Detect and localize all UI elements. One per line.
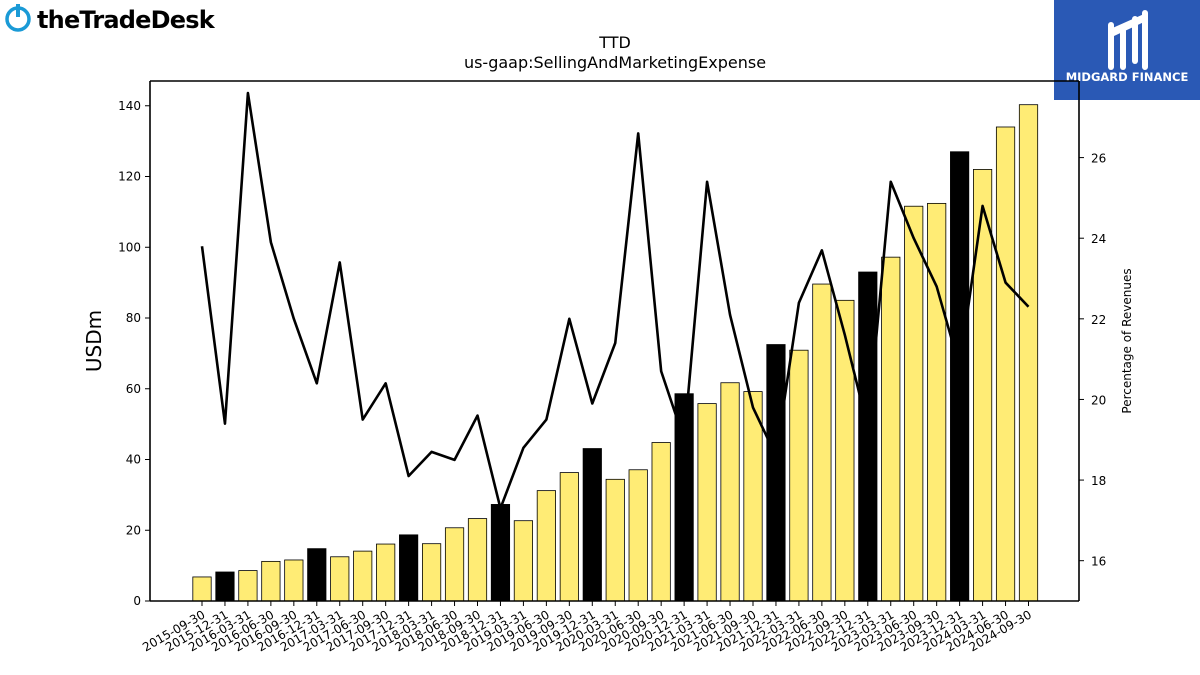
y2-tick-label: 22 [1091, 313, 1106, 327]
y2-tick-label: 18 [1091, 474, 1106, 488]
chart-subtitle: us-gaap:SellingAndMarketingExpense [464, 53, 766, 72]
midgard-m-icon [1108, 10, 1148, 70]
y-tick-label: 80 [126, 311, 141, 325]
bar [766, 344, 786, 602]
bar [284, 559, 304, 602]
bar [513, 520, 533, 602]
y-tick-label: 140 [118, 99, 141, 113]
y-tick-label: 0 [133, 594, 141, 608]
y-tick-label: 20 [126, 523, 141, 537]
bar [536, 490, 556, 602]
bar [1018, 104, 1039, 602]
bar [444, 527, 465, 602]
bar [835, 299, 855, 602]
bar [950, 151, 970, 602]
bar [995, 126, 1016, 602]
y-axis-label: USDm [82, 310, 106, 372]
bar [192, 576, 212, 602]
bar [215, 571, 235, 602]
thetradedesk-logo-text: theTradeDesk [37, 6, 216, 34]
bar [628, 469, 648, 602]
axes-group: 0204060801001201401618202224262015-09-30… [118, 80, 1106, 654]
midgard-logo-text: MIDGARD FINANCE [1066, 70, 1189, 84]
y2-tick-label: 24 [1091, 232, 1106, 246]
percentage-line [200, 91, 1030, 510]
thetradedesk-logo: theTradeDesk [5, 4, 217, 34]
bar [812, 283, 832, 602]
bar [238, 570, 258, 602]
bar [605, 478, 625, 602]
bar [421, 543, 442, 602]
y2-tick-label: 20 [1091, 393, 1106, 407]
bar [789, 349, 809, 602]
y2-tick-label: 26 [1091, 152, 1106, 166]
bar [674, 393, 694, 602]
bar [261, 560, 281, 602]
bar [307, 548, 327, 602]
bar [927, 202, 947, 602]
y2-tick-label: 16 [1091, 555, 1106, 569]
chart-title: TTD [598, 33, 631, 52]
bar [858, 271, 878, 602]
y-tick-label: 40 [126, 453, 141, 467]
bar [467, 518, 488, 602]
bar [720, 382, 740, 602]
bar [973, 169, 993, 602]
bar [330, 556, 350, 602]
y-tick-label: 120 [118, 170, 141, 184]
power-icon-bar [16, 4, 20, 17]
y-tick-label: 100 [118, 240, 141, 254]
bar [399, 534, 419, 602]
bar [376, 543, 396, 602]
bar [651, 442, 671, 602]
y-tick-label: 60 [126, 382, 141, 396]
bar [490, 504, 511, 602]
line-group [200, 91, 1030, 510]
bar [559, 472, 579, 602]
bar [353, 550, 373, 602]
bar [697, 403, 717, 602]
bar [582, 448, 602, 602]
bar [904, 205, 924, 602]
bars-group [192, 104, 1039, 602]
y2-axis-label: Percentage of Revenues [1120, 268, 1134, 413]
bar [881, 256, 901, 602]
